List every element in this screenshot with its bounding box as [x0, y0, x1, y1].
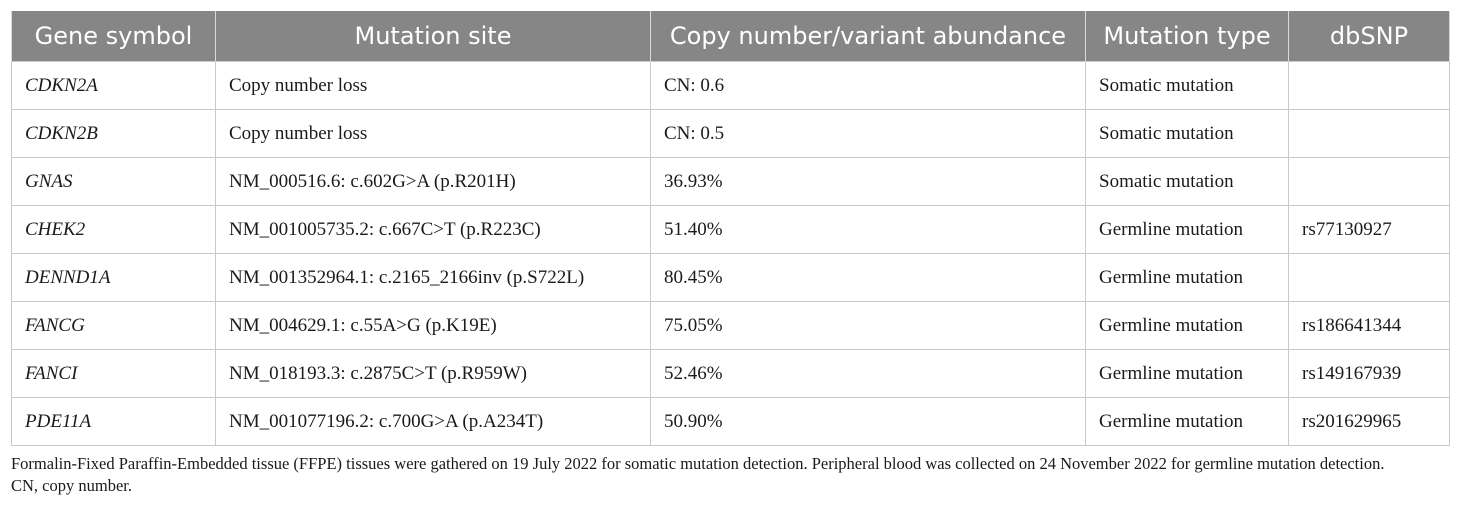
- dbsnp-cell: rs201629965: [1288, 397, 1450, 446]
- header-gene-symbol: Gene symbol: [11, 11, 216, 62]
- mutation-table-container: Gene symbol Mutation site Copy number/va…: [11, 11, 1450, 446]
- gene-symbol-cell: CDKN2A: [11, 61, 216, 110]
- gene-symbol-cell: FANCI: [11, 349, 216, 398]
- table-header-row: Gene symbol Mutation site Copy number/va…: [11, 11, 1450, 62]
- footnote-sample-collection: Formalin-Fixed Paraffin-Embedded tissue …: [11, 454, 1385, 473]
- mutation-site-cell: NM_018193.3: c.2875C>T (p.R959W): [215, 349, 651, 398]
- gene-symbol-cell: GNAS: [11, 157, 216, 206]
- table-footnotes: Formalin-Fixed Paraffin-Embedded tissue …: [11, 453, 1449, 497]
- mutation-type-cell: Germline mutation: [1085, 253, 1289, 302]
- mutation-type-cell: Germline mutation: [1085, 349, 1289, 398]
- table-row: DENND1A NM_001352964.1: c.2165_2166inv (…: [11, 253, 1450, 302]
- abundance-cell: 80.45%: [650, 253, 1086, 302]
- mutation-site-cell: NM_001352964.1: c.2165_2166inv (p.S722L): [215, 253, 651, 302]
- dbsnp-cell: [1288, 109, 1450, 158]
- gene-symbol-cell: CDKN2B: [11, 109, 216, 158]
- mutation-type-cell: Germline mutation: [1085, 301, 1289, 350]
- header-dbsnp: dbSNP: [1288, 11, 1450, 62]
- header-mutation-type: Mutation type: [1085, 11, 1289, 62]
- dbsnp-cell: rs77130927: [1288, 205, 1450, 254]
- mutation-site-cell: NM_000516.6: c.602G>A (p.R201H): [215, 157, 651, 206]
- gene-symbol-cell: PDE11A: [11, 397, 216, 446]
- mutation-type-cell: Somatic mutation: [1085, 109, 1289, 158]
- table-row: FANCI NM_018193.3: c.2875C>T (p.R959W) 5…: [11, 349, 1450, 398]
- table-row: FANCG NM_004629.1: c.55A>G (p.K19E) 75.0…: [11, 301, 1450, 350]
- mutation-type-cell: Germline mutation: [1085, 397, 1289, 446]
- abundance-cell: 51.40%: [650, 205, 1086, 254]
- dbsnp-cell: [1288, 61, 1450, 110]
- table-row: CDKN2A Copy number loss CN: 0.6 Somatic …: [11, 61, 1450, 110]
- mutation-type-cell: Somatic mutation: [1085, 61, 1289, 110]
- abundance-cell: 50.90%: [650, 397, 1086, 446]
- abundance-cell: CN: 0.6: [650, 61, 1086, 110]
- mutation-site-cell: Copy number loss: [215, 61, 651, 110]
- abundance-cell: 36.93%: [650, 157, 1086, 206]
- gene-symbol-cell: FANCG: [11, 301, 216, 350]
- mutation-site-cell: Copy number loss: [215, 109, 651, 158]
- table-row: CHEK2 NM_001005735.2: c.667C>T (p.R223C)…: [11, 205, 1450, 254]
- dbsnp-cell: [1288, 157, 1450, 206]
- table-row: GNAS NM_000516.6: c.602G>A (p.R201H) 36.…: [11, 157, 1450, 206]
- table-row: PDE11A NM_001077196.2: c.700G>A (p.A234T…: [11, 397, 1450, 446]
- dbsnp-cell: rs149167939: [1288, 349, 1450, 398]
- mutation-site-cell: NM_001077196.2: c.700G>A (p.A234T): [215, 397, 651, 446]
- gene-symbol-cell: DENND1A: [11, 253, 216, 302]
- dbsnp-cell: rs186641344: [1288, 301, 1450, 350]
- mutation-type-cell: Somatic mutation: [1085, 157, 1289, 206]
- mutation-site-cell: NM_004629.1: c.55A>G (p.K19E): [215, 301, 651, 350]
- footnote-abbreviation: CN, copy number.: [11, 476, 132, 495]
- abundance-cell: CN: 0.5: [650, 109, 1086, 158]
- mutation-site-cell: NM_001005735.2: c.667C>T (p.R223C): [215, 205, 651, 254]
- dbsnp-cell: [1288, 253, 1450, 302]
- abundance-cell: 75.05%: [650, 301, 1086, 350]
- header-mutation-site: Mutation site: [215, 11, 651, 62]
- header-copy-number-variant-abundance: Copy number/variant abundance: [650, 11, 1086, 62]
- abundance-cell: 52.46%: [650, 349, 1086, 398]
- table-row: CDKN2B Copy number loss CN: 0.5 Somatic …: [11, 109, 1450, 158]
- mutation-type-cell: Germline mutation: [1085, 205, 1289, 254]
- gene-symbol-cell: CHEK2: [11, 205, 216, 254]
- mutation-table: Gene symbol Mutation site Copy number/va…: [11, 11, 1450, 446]
